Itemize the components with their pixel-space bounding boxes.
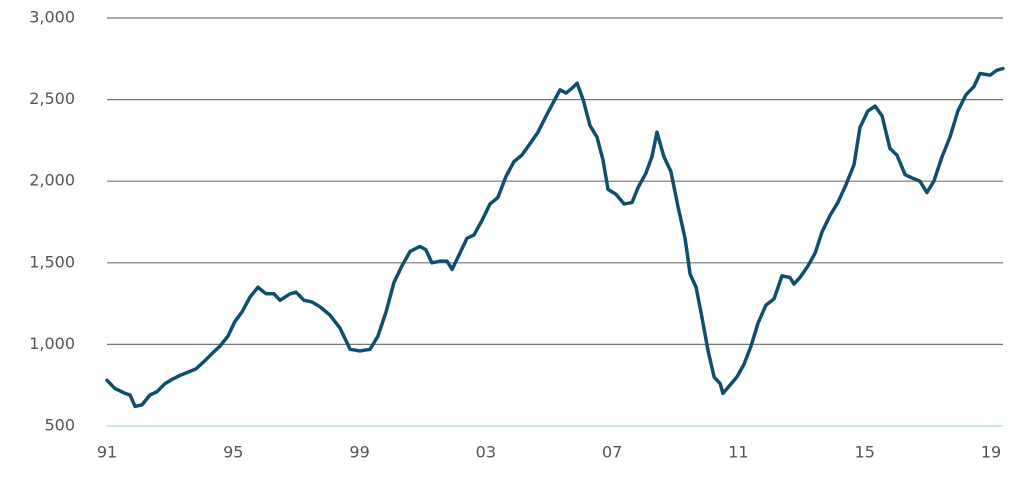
x-tick-label: 03 — [476, 443, 496, 462]
y-tick-label: 2,000 — [29, 171, 75, 190]
x-tick-label: 19 — [981, 443, 1001, 462]
x-tick-label: 91 — [97, 443, 117, 462]
x-tick-label: 95 — [223, 443, 243, 462]
y-tick-label: 2,500 — [29, 89, 75, 108]
y-tick-label: 3,000 — [29, 8, 75, 27]
data-line — [105, 66, 1005, 409]
y-tick-label: 1,000 — [29, 334, 75, 353]
x-tick-label: 15 — [855, 443, 875, 462]
x-tick-label: 07 — [602, 443, 622, 462]
y-tick-label: 1,500 — [29, 252, 75, 271]
y-tick-label: 500 — [44, 416, 75, 435]
x-tick-label: 99 — [349, 443, 369, 462]
x-tick-label: 11 — [728, 443, 748, 462]
